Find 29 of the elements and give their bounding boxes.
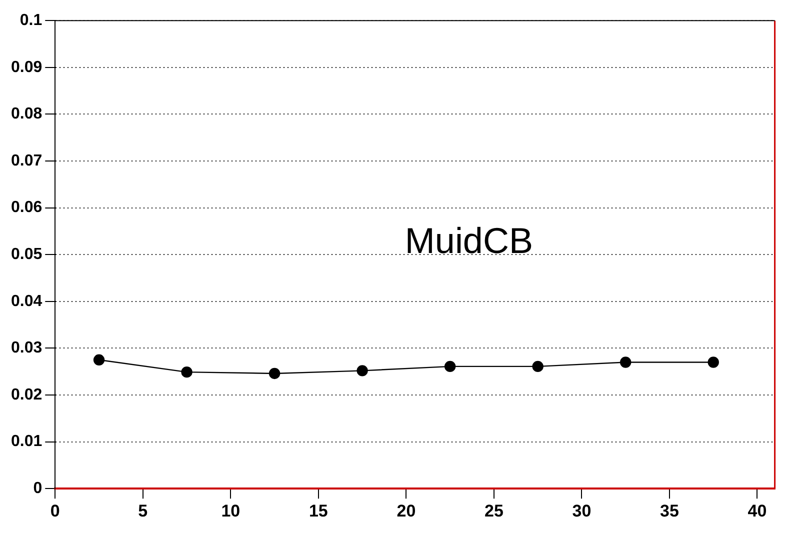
point	[620, 356, 632, 368]
y-tick-label: 0.08	[11, 106, 42, 123]
x-tick-label: 0	[50, 501, 60, 520]
x-tick-label: 10	[221, 501, 240, 520]
y-tick-label: 0.04	[11, 292, 42, 310]
y-tick-label: 0.05	[11, 246, 42, 264]
y-tick-label: 0.07	[11, 152, 42, 170]
y-tick-label: 0.02	[11, 386, 42, 404]
x-tick-label: 5	[138, 501, 148, 520]
x-tick-label: 30	[572, 501, 592, 520]
point	[181, 366, 192, 378]
y-tick-label: 0	[33, 480, 42, 498]
annotation: MuidCB	[404, 220, 533, 261]
point	[708, 356, 719, 368]
y-tick-label: 0.03	[11, 340, 42, 357]
point	[356, 365, 368, 376]
point	[444, 360, 456, 372]
y-tick-label: 0.06	[11, 199, 42, 216]
x-tick-label: 40	[748, 501, 767, 520]
y-tick-label: 0.09	[11, 58, 42, 76]
y-tick-label: 0.1	[20, 12, 42, 30]
x-tick-label: 15	[308, 501, 328, 520]
x-tick-label: 20	[396, 501, 416, 520]
point	[93, 354, 105, 366]
x-tick-label: 35	[660, 501, 679, 520]
point	[532, 360, 544, 372]
x-tick-label: 25	[484, 501, 504, 520]
y-tick-label: 0.01	[11, 433, 42, 450]
point	[268, 368, 280, 380]
